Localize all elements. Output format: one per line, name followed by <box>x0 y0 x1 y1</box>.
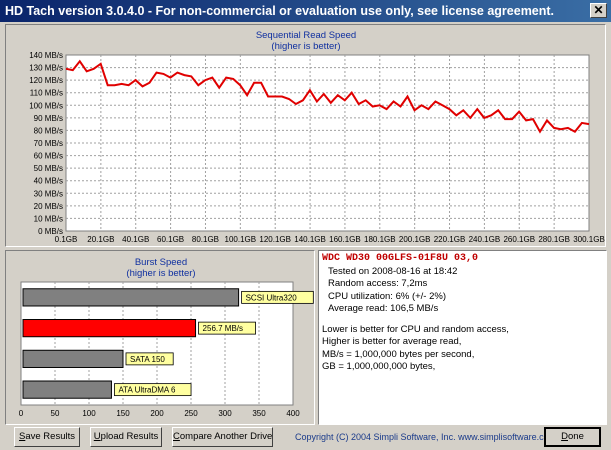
burst-bar <box>22 380 112 399</box>
burst-x-tick-label: 100 <box>82 409 96 418</box>
read-chart-panel: Sequential Read Speed (higher is better)… <box>5 24 606 247</box>
x-tick-label: 120.1GB <box>259 235 291 244</box>
burst-speed-chart: Burst Speed (higher is better) SCSI Ultr… <box>19 257 314 418</box>
upload-accel: U <box>93 431 101 442</box>
save-accel: S <box>19 431 26 442</box>
done-label: one <box>568 431 584 442</box>
burst-bar <box>22 349 124 368</box>
x-tick-label: 140.1GB <box>294 235 326 244</box>
tested-on: Tested on 2008-08-16 at 18:42 <box>328 265 458 277</box>
burst-x-tick-label: 250 <box>184 409 198 418</box>
x-tick-label: 220.1GB <box>434 235 466 244</box>
y-tick-label: 0 MB/s <box>38 227 63 236</box>
x-tick-label: 200.1GB <box>399 235 431 244</box>
save-label: ave Results <box>25 431 75 442</box>
note-higher-better: Higher is better for average read, <box>322 336 462 347</box>
x-tick-label: 180.1GB <box>364 235 396 244</box>
note-lower-better: Lower is better for CPU and random acces… <box>322 323 509 335</box>
burst-bar-label: SCSI Ultra320 <box>246 293 298 302</box>
note-mbs: MB/s = 1,000,000 bytes per second, <box>322 348 475 360</box>
y-tick-label: 100 MB/s <box>29 101 63 110</box>
upload-results-button[interactable]: Upload Results <box>90 427 162 447</box>
burst-x-tick-label: 400 <box>286 409 300 418</box>
note-gb: GB = 1,000,000,000 bytes, <box>322 361 436 372</box>
y-tick-label: 30 MB/s <box>34 189 63 198</box>
x-tick-label: 20.1GB <box>87 235 114 244</box>
x-tick-label: 280.1GB <box>538 235 570 244</box>
average-read: Average read: 106,5 MB/s <box>328 303 439 314</box>
title-bar: HD Tach version 3.0.4.0 - For non-commer… <box>0 0 611 22</box>
x-tick-label: 40.1GB <box>122 235 149 244</box>
y-tick-label: 90 MB/s <box>34 114 63 123</box>
compare-drive-button[interactable]: Compare Another Drive <box>172 427 273 447</box>
compare-label: ompare Another Drive <box>179 431 273 442</box>
y-tick-label: 80 MB/s <box>34 126 63 135</box>
y-tick-label: 70 MB/s <box>34 139 63 148</box>
close-icon: ✕ <box>593 3 604 17</box>
burst-x-tick-label: 0 <box>19 409 24 418</box>
y-tick-label: 130 MB/s <box>29 64 63 73</box>
burst-bar-label: SATA 150 <box>130 355 165 364</box>
burst-bar <box>22 319 197 338</box>
y-tick-label: 40 MB/s <box>34 177 63 186</box>
x-tick-label: 240.1GB <box>469 235 501 244</box>
burst-x-tick-label: 50 <box>51 409 60 418</box>
cpu-utilization: CPU utilization: 6% (+/- 2%) <box>328 290 446 302</box>
upload-label: pload Results <box>100 431 159 442</box>
read-speed-chart: Sequential Read Speed (higher is better)… <box>29 30 605 244</box>
y-tick-label: 50 MB/s <box>34 164 63 173</box>
burst-title: Burst Speed <box>135 257 187 268</box>
burst-x-tick-label: 200 <box>150 409 164 418</box>
y-tick-label: 140 MB/s <box>29 51 63 60</box>
copyright-link[interactable]: Copyright (C) 2004 Simpli Software, Inc.… <box>295 432 557 442</box>
burst-x-tick-label: 350 <box>252 409 266 418</box>
y-tick-label: 110 MB/s <box>30 89 63 98</box>
burst-chart-panel: Burst Speed (higher is better) SCSI Ultr… <box>5 250 315 425</box>
y-tick-label: 60 MB/s <box>34 152 63 161</box>
burst-bar-label: ATA UltraDMA 6 <box>118 386 176 395</box>
y-tick-label: 10 MB/s <box>34 214 63 223</box>
close-button[interactable]: ✕ <box>590 3 607 18</box>
done-accel: D <box>561 431 568 442</box>
burst-label-box <box>114 383 192 397</box>
x-tick-label: 60.1GB <box>157 235 184 244</box>
y-tick-label: 120 MB/s <box>29 76 63 85</box>
x-tick-label: 300.1GB <box>573 235 605 244</box>
burst-x-tick-label: 150 <box>116 409 130 418</box>
x-tick-label: 100.1GB <box>225 235 257 244</box>
x-tick-label: 0.1GB <box>55 235 78 244</box>
x-tick-label: 80.1GB <box>192 235 219 244</box>
burst-bar-label: 256.7 MB/s <box>203 324 243 333</box>
x-tick-label: 260.1GB <box>503 235 535 244</box>
burst-bar <box>22 288 240 307</box>
compare-accel: C <box>173 431 180 442</box>
burst-label-box <box>125 352 174 366</box>
x-tick-label: 160.1GB <box>329 235 361 244</box>
read-speed-line <box>65 59 590 134</box>
drive-info-panel: WDC WD30 00GLFS-01F8U 03,0 Tested on 200… <box>318 250 607 425</box>
burst-subtitle: (higher is better) <box>126 268 195 279</box>
burst-x-tick-label: 300 <box>218 409 232 418</box>
random-access: Random access: 7,2ms <box>328 278 428 289</box>
burst-label-box <box>198 321 256 335</box>
done-button[interactable]: Done <box>544 427 601 447</box>
burst-label-box <box>241 290 314 304</box>
y-tick-label: 20 MB/s <box>34 202 63 211</box>
chart-title: Sequential Read Speed <box>256 30 356 41</box>
chart-subtitle: (higher is better) <box>271 41 340 52</box>
drive-name: WDC WD30 00GLFS-01F8U 03,0 <box>322 253 479 264</box>
window-title: HD Tach version 3.0.4.0 - For non-commer… <box>5 4 555 18</box>
save-results-button[interactable]: Save Results <box>14 427 80 447</box>
